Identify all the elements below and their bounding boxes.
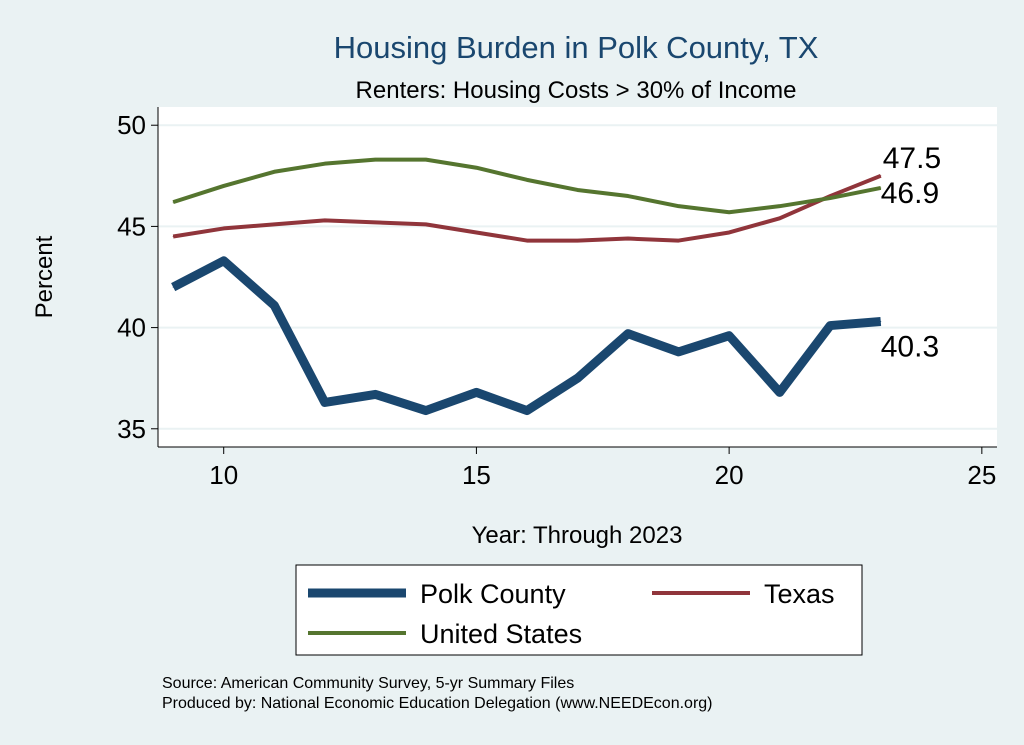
end-label-texas: 47.5 — [883, 142, 941, 175]
data-point — [880, 187, 882, 189]
data-point — [324, 163, 326, 165]
x-tick-label: 25 — [967, 460, 996, 490]
legend-label-texas: Texas — [764, 579, 835, 609]
y-tick-label: 45 — [117, 211, 146, 241]
legend-label-polk-county: Polk County — [420, 579, 566, 609]
chart-title: Housing Burden in Polk County, TX — [334, 30, 819, 65]
x-tick-label: 20 — [715, 460, 744, 490]
data-point — [829, 325, 831, 327]
data-point — [223, 227, 225, 229]
data-point — [475, 167, 477, 169]
data-point — [425, 159, 427, 161]
data-point — [475, 231, 477, 233]
data-point — [577, 189, 578, 191]
data-point — [526, 410, 528, 412]
y-tick-label: 50 — [117, 110, 146, 140]
data-point — [728, 335, 730, 337]
data-point — [779, 205, 781, 207]
y-tick-label: 40 — [117, 313, 146, 343]
legend: Polk County Texas United States — [295, 564, 863, 656]
data-point — [779, 217, 781, 219]
source-note: Source: American Community Survey, 5-yr … — [162, 675, 574, 692]
data-point — [627, 195, 629, 197]
plot-area — [158, 107, 997, 447]
y-axis-label: Percent — [31, 235, 58, 318]
data-point — [324, 219, 326, 221]
data-point — [678, 351, 680, 353]
chart-subtitle: Renters: Housing Costs > 30% of Income — [356, 77, 797, 104]
data-point — [577, 240, 578, 242]
data-point — [526, 179, 528, 181]
data-point — [577, 377, 578, 379]
end-label-polk-county: 40.3 — [881, 331, 939, 364]
y-tick-label: 35 — [117, 414, 146, 444]
data-point — [324, 401, 326, 403]
data-point — [678, 205, 680, 207]
end-label-united-states: 46.9 — [881, 177, 939, 210]
data-point — [627, 238, 629, 240]
data-point — [627, 333, 629, 335]
x-tick-label: 15 — [462, 460, 491, 490]
data-point — [779, 391, 781, 393]
data-point — [273, 223, 275, 225]
data-point — [223, 260, 225, 262]
data-point — [475, 391, 477, 393]
data-point — [425, 410, 427, 412]
produced-by-note: Produced by: National Economic Education… — [162, 695, 713, 712]
data-point — [880, 321, 882, 323]
data-point — [374, 221, 376, 223]
data-point — [526, 240, 528, 242]
data-point — [172, 236, 174, 238]
data-point — [829, 197, 831, 199]
data-point — [374, 159, 376, 161]
data-point — [425, 223, 427, 225]
data-point — [728, 211, 730, 213]
data-point — [273, 304, 275, 306]
data-point — [880, 175, 882, 177]
data-point — [273, 171, 275, 173]
data-point — [172, 286, 174, 288]
data-point — [374, 393, 376, 395]
x-axis-label: Year: Through 2023 — [472, 522, 683, 549]
legend-label-united-states: United States — [420, 619, 582, 649]
x-tick-label: 10 — [209, 460, 238, 490]
data-point — [728, 231, 730, 233]
data-point — [172, 201, 174, 203]
data-point — [223, 185, 225, 187]
data-point — [678, 240, 680, 242]
